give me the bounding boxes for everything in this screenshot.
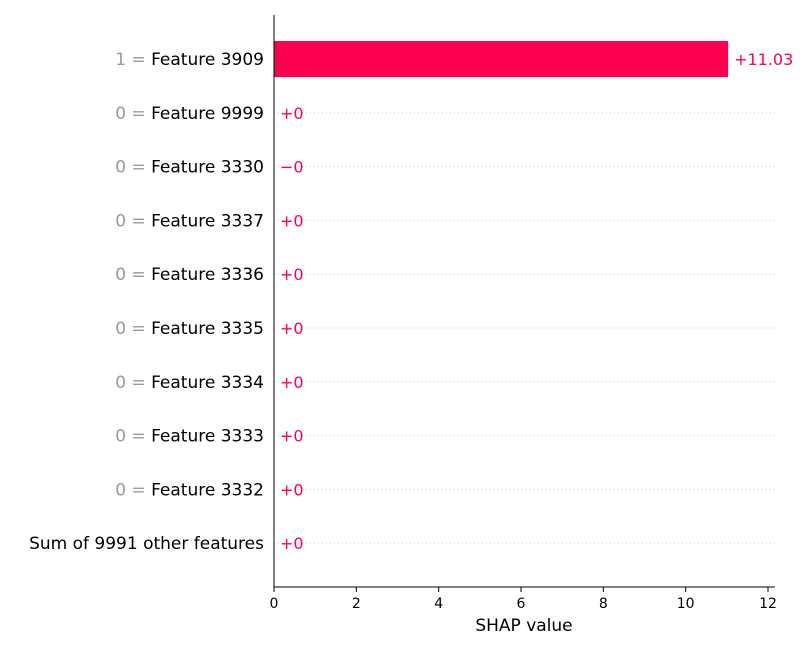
data-label: −0 [280,158,304,177]
gridlines [274,58,775,544]
bar [274,41,729,77]
data-label: +0 [280,319,304,338]
x-tick-label: 0 [270,596,279,612]
feature-value: 0 = [115,104,151,124]
x-tick-label: 8 [599,596,608,612]
x-tick-label: 12 [759,596,777,612]
feature-label: 0 = Feature 3335 [115,319,264,339]
x-tick-label: 2 [352,596,361,612]
feature-value: 1 = [115,50,151,70]
data-labels: +11.03 +0 −0 +0 +0 +0 +0 +0 +0 +0 [280,50,793,553]
feature-name: Feature 3333 [151,427,264,447]
feature-name: Sum of 9991 other features [29,534,264,554]
feature-name: Feature 3336 [151,265,264,285]
bars [274,41,729,77]
x-axis-label: SHAP value [475,616,572,636]
feature-label: 0 = Feature 3330 [115,158,264,178]
data-label: +0 [280,265,304,284]
feature-name: Feature 3330 [151,158,264,178]
x-ticks: 0 2 4 6 8 10 12 [270,587,777,612]
feature-name: Feature 3909 [151,50,264,70]
x-tick-label: 10 [677,596,695,612]
data-label: +0 [280,480,304,499]
feature-value: 0 = [115,373,151,393]
feature-name: Feature 3335 [151,319,264,339]
data-label: +0 [280,534,304,553]
feature-value: 0 = [115,480,151,500]
data-label: +0 [280,211,304,230]
feature-label: 0 = Feature 3333 [115,427,264,447]
feature-value: 0 = [115,265,151,285]
feature-name: Feature 3334 [151,373,264,393]
feature-label: 0 = Feature 3337 [115,211,264,231]
feature-value: 0 = [115,211,151,231]
feature-label: 0 = Feature 3334 [115,373,264,393]
feature-value: 0 = [115,319,151,339]
feature-value: 0 = [115,158,151,178]
feature-label: 0 = Feature 3336 [115,265,264,285]
x-tick-label: 6 [517,596,526,612]
feature-value: 0 = [115,427,151,447]
data-label: +11.03 [734,50,793,69]
feature-name: Feature 3337 [151,211,264,231]
feature-name: Feature 3332 [151,480,264,500]
x-tick-label: 4 [434,596,443,612]
data-label: +0 [280,104,304,123]
feature-name: Feature 9999 [151,104,264,124]
feature-label: Sum of 9991 other features [29,534,264,554]
data-label: +0 [280,427,304,446]
feature-label: 0 = Feature 9999 [115,104,264,124]
feature-label: 1 = Feature 3909 [115,50,264,70]
feature-label: 0 = Feature 3332 [115,480,264,500]
data-label: +0 [280,373,304,392]
